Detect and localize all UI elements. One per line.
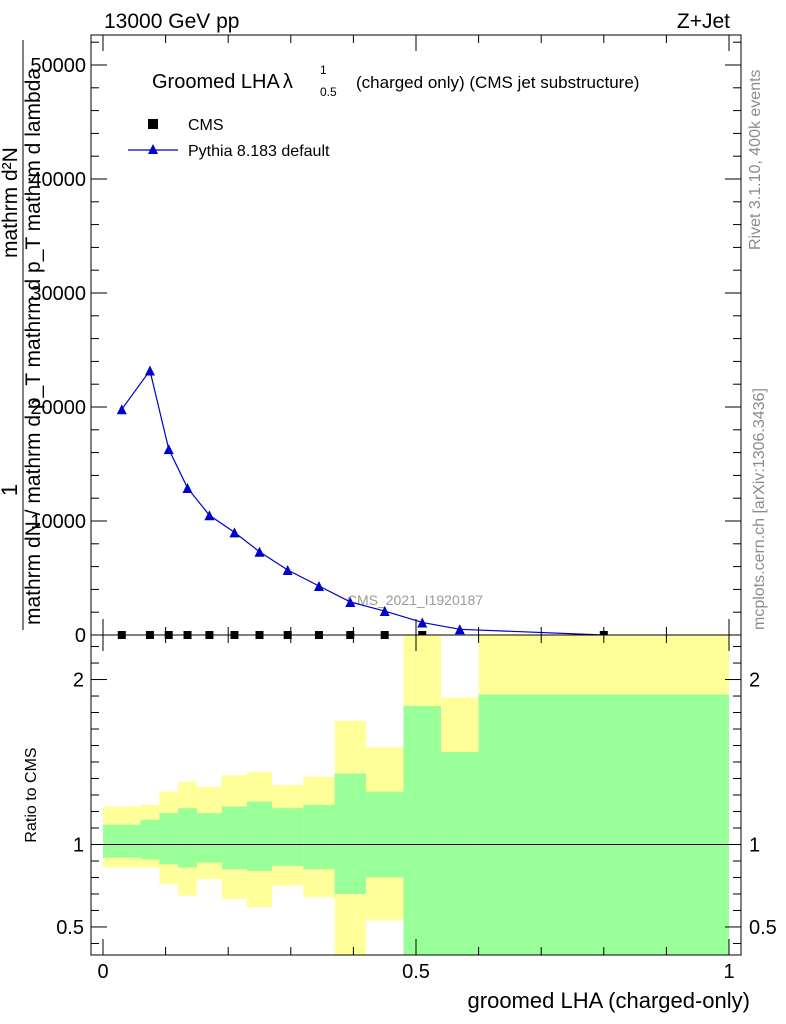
plot-title-subscript: 0.5 [320,85,337,99]
ratio-y-tick-label: 1 [73,834,84,856]
pythia-point [229,527,240,538]
process-label: Z+Jet [677,10,730,33]
pythia-point [417,617,428,628]
pythia-point [144,365,155,376]
ratio-x-ticks: 0 0.5 1 [97,635,735,983]
legend-cms-label: CMS [188,117,224,134]
legend-pythia-label: Pythia 8.183 default [188,143,330,160]
ratio-band-green [140,819,160,860]
ratio-y-tick-label-right: 1 [749,834,760,856]
ratio-y-tick-label-right: 2 [749,670,760,692]
rivet-version-label: Rivet 3.1.10, 400k events [747,69,764,250]
pythia-point [116,404,127,415]
y-axis-label-numerator: 1 [0,484,22,496]
pythia-point [345,596,356,607]
pythia-point [182,482,193,493]
pythia-point [254,546,265,557]
pythia-point [282,565,293,576]
pythia-point [204,510,215,521]
ratio-band-green [221,806,247,870]
ratio-band-green [178,808,197,868]
ratio-frame [90,634,742,956]
ratio-band-green [103,824,141,858]
plot-title: Groomed LHA λ [152,71,293,93]
ratio-y-tick-label: 0.5 [56,917,84,939]
ratio-bands [103,635,729,955]
main-y-tick-label: 20000 [30,397,86,419]
ratio-y-ticks: 0.5 0.5 1 1 2 2 [56,646,777,944]
ratio-panel: 0.5 0.51 12 2 0 0.5 1 Ratio to CMS groomed LH… [23,634,777,1013]
plot-title-superscript: 1 [320,63,327,77]
analysis-watermark: CMS_2021_I1920187 [347,592,483,608]
main-y-tick-label: 50000 [30,55,86,77]
x-tick-label: 0 [97,961,108,983]
main-y-tick-label: 10000 [30,511,86,533]
main-x-ticks [102,35,730,635]
ratio-y-tick-label: 2 [73,670,84,692]
x-tick-label: 0.5 [402,961,430,983]
main-y-tick-label: 40000 [30,169,86,191]
legend: CMS Pythia 8.183 default [128,117,330,160]
x-axis-label: groomed LHA (charged-only) [468,988,750,1013]
legend-pythia-marker [148,144,158,154]
ratio-band-green [478,694,729,955]
pythia-point [454,624,465,635]
ratio-band-green [365,791,404,878]
x-tick-label: 1 [723,961,734,983]
ratio-band-green [441,752,479,955]
pythia-point [163,444,174,455]
pythia-point [313,580,324,591]
pythia-line [121,369,604,636]
main-y-tick-label: 30000 [30,283,86,305]
ratio-band-green [303,804,335,870]
plot-title-rest: (charged only) (CMS jet substructure) [356,73,639,92]
mcplots-site-label: mcplots.cern.ch [arXiv:1306.3436] [751,388,768,630]
y-axis-label-overlay: mathrm d²N [0,147,22,258]
ratio-band-green [334,773,366,894]
ratio-y-axis-label: Ratio to CMS [23,747,40,842]
main-panel: CMS_2021_I1920187 0 10000 20000 30000 40000 5… [0,34,742,647]
ratio-band-green [272,808,304,866]
y-axis-label-denominator: mathrm dN / mathrm d p_T mathrm d p_T ma… [22,68,45,625]
main-y-ticks: 0 10000 20000 30000 40000 50000 [30,41,741,647]
pythia-point [379,606,390,617]
ratio-band-green [246,801,273,871]
ratio-band-green [196,813,222,863]
legend-cms-marker [148,119,158,129]
energy-label: 13000 GeV pp [104,10,239,33]
ratio-y-tick-label-right: 0.5 [749,917,777,939]
ratio-band-green [159,813,179,865]
main-y-tick-label: 0 [75,625,86,647]
pythia-series [116,365,609,640]
ratio-band-green [403,705,442,955]
